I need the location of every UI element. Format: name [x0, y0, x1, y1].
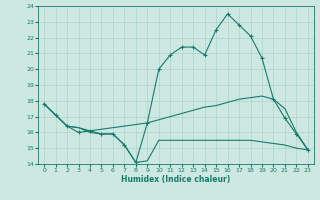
X-axis label: Humidex (Indice chaleur): Humidex (Indice chaleur) [121, 175, 231, 184]
